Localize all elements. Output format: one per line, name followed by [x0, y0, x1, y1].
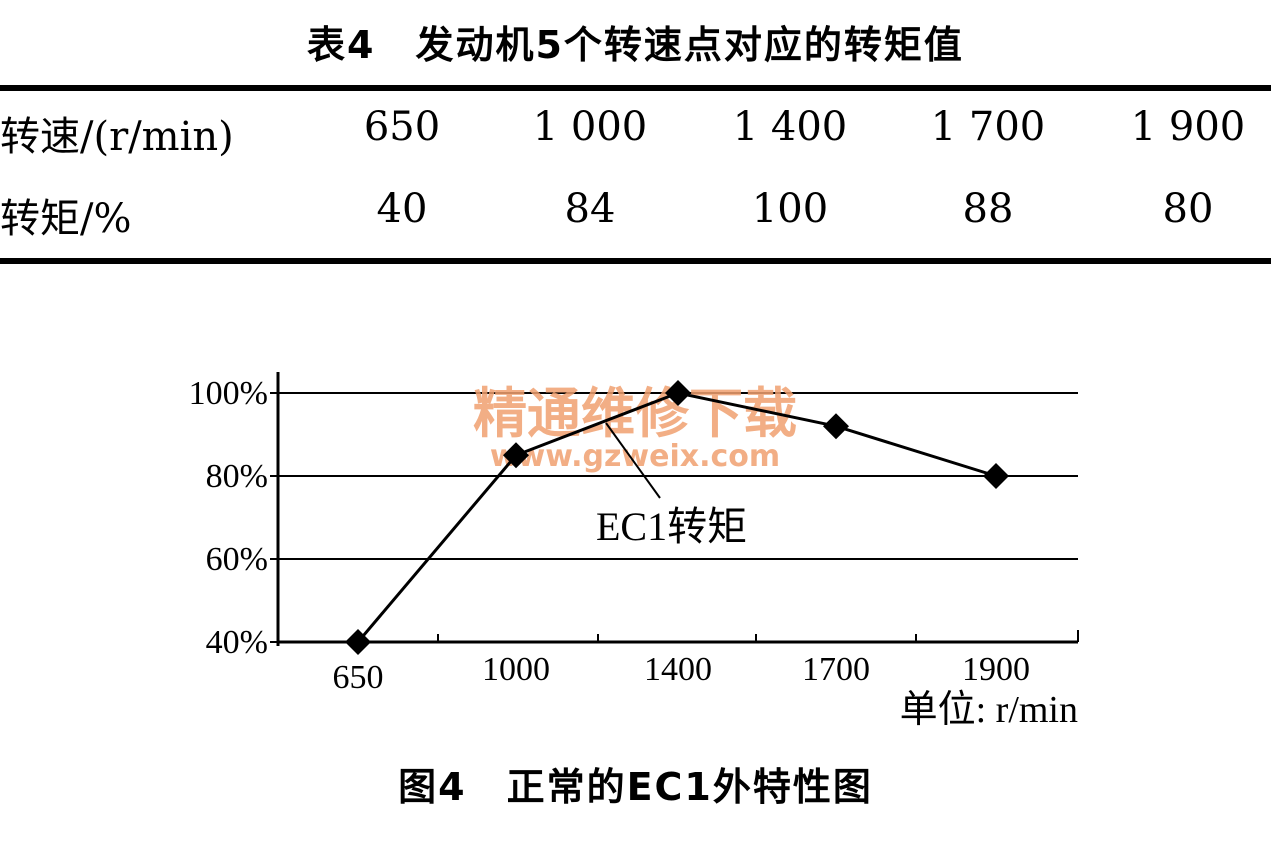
x-unit-label: 单位: r/min — [900, 689, 1078, 731]
chart-axes — [270, 372, 1079, 646]
torque-row-label: 转矩/% — [0, 196, 132, 242]
y-tick-label: 60% — [206, 541, 268, 578]
x-tick-label: 650 — [333, 659, 384, 696]
x-tick-label: 1400 — [644, 651, 712, 688]
table-row-speed: 转速/(r/min) 650 1 000 1 400 1 700 1 900 — [0, 104, 1271, 164]
y-tick-label: 40% — [206, 624, 268, 661]
watermark: 精通维修下载 www.gzweix.com — [473, 382, 797, 474]
y-tick-label: 100% — [189, 375, 268, 412]
speed-row-label: 转速/(r/min) — [0, 114, 234, 160]
chart-labels: 100% 80% 60% 40% 650 1000 1400 1700 1900 — [189, 375, 1030, 696]
torque-cell: 40 — [376, 186, 428, 232]
speed-cell: 1 900 — [1130, 104, 1246, 150]
x-tick-label: 1000 — [482, 651, 550, 688]
table-bottom-rule — [0, 258, 1271, 264]
speed-cell: 1 700 — [930, 104, 1046, 150]
speed-cell: 650 — [363, 104, 441, 150]
y-tick-label: 80% — [206, 458, 268, 495]
torque-cell: 100 — [751, 186, 829, 232]
speed-cell: 1 000 — [532, 104, 648, 150]
annotation-label: EC1转矩 — [596, 504, 747, 549]
watermark-text: 精通维修下载 — [473, 382, 797, 445]
x-tick-label: 1700 — [802, 651, 870, 688]
data-point-marker — [665, 380, 691, 406]
annotation-leader-line — [605, 422, 661, 499]
torque-cell: 80 — [1162, 186, 1214, 232]
speed-cell: 1 400 — [732, 104, 848, 150]
x-tick-label: 1900 — [962, 651, 1030, 688]
data-point-marker — [983, 463, 1009, 489]
table-top-rule — [0, 85, 1271, 91]
torque-cell: 88 — [962, 186, 1014, 232]
data-point-marker — [345, 629, 371, 655]
data-point-marker — [503, 442, 529, 469]
torque-cell: 84 — [564, 186, 616, 232]
data-point-marker — [823, 413, 849, 440]
watermark-url: www.gzweix.com — [490, 439, 780, 474]
chart-series — [345, 380, 1009, 655]
table-title: 表4 发动机5个转速点对应的转矩值 — [307, 23, 964, 67]
table-row-torque: 转矩/% 40 84 100 88 80 — [0, 186, 1271, 246]
figure-caption: 图4 正常的EC1外特性图 — [398, 765, 873, 809]
chart-annotation: EC1转矩 — [596, 422, 747, 549]
